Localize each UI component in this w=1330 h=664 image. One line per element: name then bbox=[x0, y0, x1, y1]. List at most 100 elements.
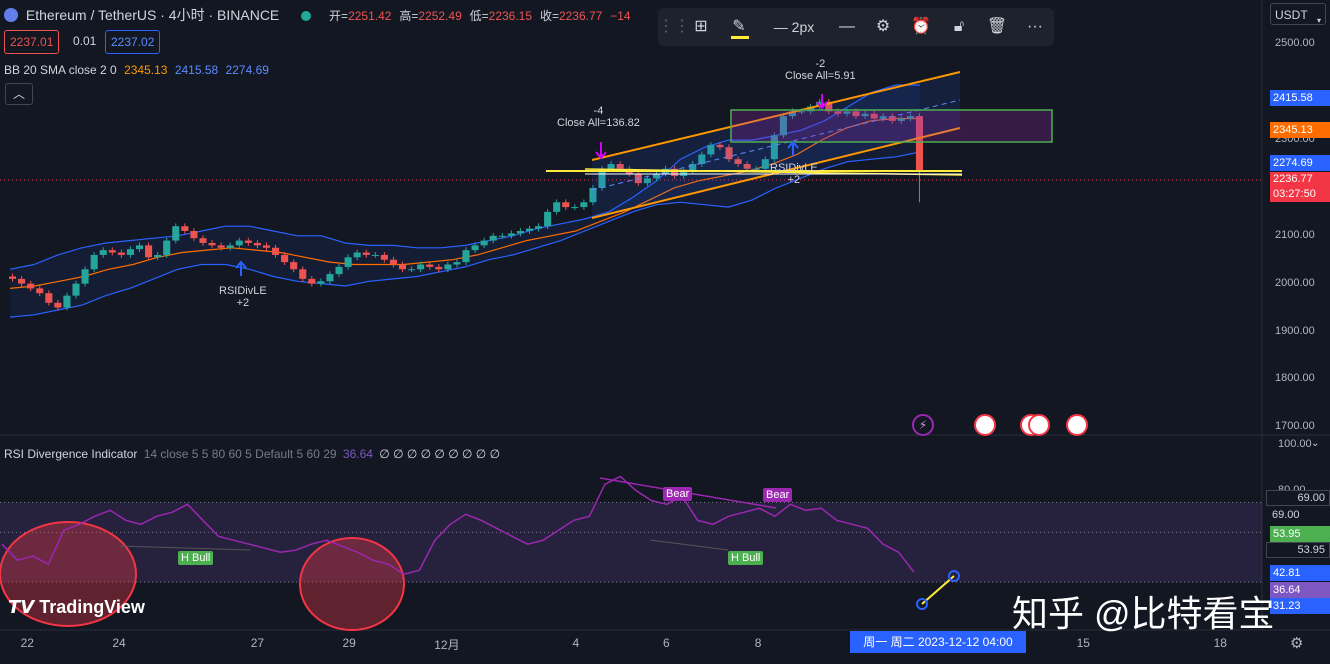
candle bbox=[27, 280, 35, 292]
candle-body bbox=[253, 242, 261, 246]
candle-body bbox=[770, 135, 778, 160]
collapse-legend-button[interactable]: ︿ bbox=[5, 83, 33, 105]
candle bbox=[308, 275, 316, 287]
rsi-zeros: ∅ ∅ ∅ ∅ ∅ ∅ ∅ ∅ ∅ bbox=[379, 447, 501, 461]
us-flag-event-icon[interactable] bbox=[974, 414, 996, 436]
candle bbox=[897, 115, 905, 124]
candle-body bbox=[389, 259, 397, 265]
candle bbox=[99, 247, 107, 258]
channel-upper-line bbox=[591, 71, 961, 161]
candle bbox=[18, 275, 26, 287]
candle bbox=[235, 237, 243, 249]
settings-gear-icon[interactable]: ⚙ bbox=[1290, 635, 1304, 652]
ask-button[interactable]: 2237.02 bbox=[105, 30, 161, 54]
candle-body bbox=[652, 173, 660, 179]
templates-icon[interactable]: ⊞ bbox=[694, 18, 708, 35]
signal-count: -4 bbox=[593, 105, 604, 117]
drawing-toolbar[interactable]: ⋮⋮ ⊞ ✎ — 2px — ⚙ ⏰ 🔓︎ 🗑︎ ··· bbox=[658, 8, 1054, 46]
trend-handle bbox=[948, 570, 960, 582]
us-flag-event-icon[interactable] bbox=[1028, 414, 1050, 436]
h-bull-badge[interactable]: H Bull bbox=[728, 551, 764, 565]
signal-text: Close All=136.82 bbox=[557, 117, 640, 129]
candle bbox=[72, 280, 80, 299]
candle-body bbox=[81, 269, 89, 284]
tradingview-logo[interactable]: 𝙏𝙑 TradingView bbox=[8, 597, 145, 618]
candle bbox=[36, 285, 44, 297]
drag-handle-icon[interactable]: ⋮⋮ bbox=[658, 18, 690, 35]
rsidivle-signal-1[interactable]: RSIDivLE +2 bbox=[219, 285, 267, 309]
candle bbox=[244, 237, 252, 246]
lightning-event-icon[interactable]: ⚡︎ bbox=[912, 414, 934, 436]
alert-clock-icon[interactable]: ⏰ bbox=[911, 18, 931, 35]
more-icon[interactable]: ··· bbox=[1027, 18, 1043, 35]
bid-button[interactable]: 2237.01 bbox=[4, 30, 60, 54]
lock-icon[interactable]: 🔓︎ bbox=[953, 18, 965, 35]
candle bbox=[725, 144, 733, 163]
candle-body bbox=[544, 211, 552, 227]
symbol-row: Ethereum / TetherUS · 4小时 · BINANCE 开=22… bbox=[4, 5, 631, 25]
candle-body bbox=[272, 247, 280, 255]
chevron-up-icon: ︿ bbox=[12, 87, 25, 101]
bear-badge[interactable]: Bear bbox=[663, 487, 693, 501]
chevron-down-icon[interactable]: ⌄ bbox=[1311, 438, 1320, 449]
candle-body bbox=[317, 281, 325, 284]
candle bbox=[888, 113, 896, 124]
high-value: 2252.49 bbox=[418, 9, 462, 23]
rsi-legend[interactable]: RSI Divergence Indicator 14 close 5 5 80… bbox=[4, 447, 500, 461]
price-tick: 2000.00 bbox=[1275, 276, 1315, 289]
candle bbox=[9, 273, 17, 282]
candle bbox=[163, 237, 171, 258]
bb-upper-value: 2415.58 bbox=[174, 63, 219, 77]
signal-count: +2 bbox=[787, 174, 801, 186]
change-value: −14 bbox=[610, 9, 631, 23]
h-bull-badge[interactable]: H Bull bbox=[178, 551, 214, 565]
candle-body bbox=[861, 113, 869, 117]
signal-text: RSIDivLE bbox=[219, 285, 267, 297]
bb-lower-value: 2274.69 bbox=[225, 63, 269, 77]
line-style-icon[interactable]: — bbox=[839, 18, 855, 35]
candle bbox=[417, 261, 425, 273]
us-flag-event-icon[interactable] bbox=[1066, 414, 1088, 436]
trash-icon[interactable]: 🗑︎ bbox=[986, 18, 1008, 35]
candle-body bbox=[344, 257, 352, 267]
candle bbox=[743, 161, 751, 172]
rsidivle-signal-2[interactable]: RSIDivLE +2 bbox=[770, 162, 818, 186]
buy-arrow-icon bbox=[787, 140, 799, 156]
low-label: 低= bbox=[469, 9, 489, 23]
candle bbox=[480, 237, 488, 249]
close-all-signal-1[interactable]: -4 Close All=136.82 bbox=[557, 105, 640, 129]
close-all-signal-2[interactable]: -2 Close All=5.91 bbox=[785, 58, 856, 82]
settings-gear-icon[interactable]: ⚙ bbox=[875, 18, 891, 35]
candle-body bbox=[99, 250, 107, 255]
low-value: 2236.15 bbox=[488, 9, 533, 23]
drawings[interactable] bbox=[235, 71, 1053, 276]
rsi-pane[interactable] bbox=[0, 475, 1262, 631]
candle-body bbox=[598, 168, 606, 188]
line-width-select[interactable]: — 2px bbox=[764, 8, 824, 46]
candle-body bbox=[9, 276, 17, 279]
candle bbox=[498, 232, 506, 239]
bear-badge[interactable]: Bear bbox=[763, 488, 793, 502]
candle bbox=[408, 266, 416, 273]
bb-legend[interactable]: BB 20 SMA close 2 0 2345.13 2415.58 2274… bbox=[4, 63, 269, 77]
pencil-color-icon[interactable]: ✎ bbox=[722, 8, 756, 46]
candle bbox=[81, 266, 89, 287]
symbol-title[interactable]: Ethereum / TetherUS · 4小时 · BINANCE bbox=[25, 7, 280, 23]
candle bbox=[761, 156, 769, 172]
time-tick: 4 bbox=[572, 636, 580, 650]
candle-body bbox=[743, 164, 751, 169]
sell-arrow-icon bbox=[816, 94, 828, 110]
bb-basis-price-label: 2345.13 bbox=[1270, 122, 1330, 138]
candle-body bbox=[72, 283, 80, 296]
candle bbox=[807, 103, 815, 115]
candle bbox=[45, 290, 53, 306]
candles[interactable] bbox=[9, 98, 923, 311]
time-tick: 15 bbox=[1076, 636, 1090, 650]
currency-select[interactable]: USDT ▾ bbox=[1270, 3, 1326, 25]
candle-body bbox=[525, 228, 534, 231]
candle-body bbox=[779, 116, 787, 136]
candle-body bbox=[18, 278, 26, 284]
candle-body bbox=[135, 245, 144, 250]
